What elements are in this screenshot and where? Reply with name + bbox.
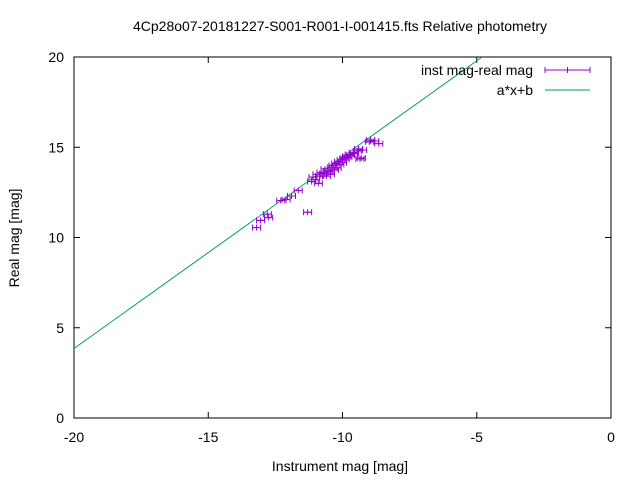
- y-tick-label: 5: [56, 320, 64, 336]
- data-point: [293, 187, 303, 194]
- data-point: [281, 196, 291, 203]
- data-point: [262, 211, 272, 218]
- x-tick-label: 0: [607, 429, 615, 445]
- x-axis-label: Instrument mag [mag]: [272, 458, 408, 474]
- legend-label-fit: a*x+b: [497, 82, 533, 98]
- legend-label-inst-mag: inst mag-real mag: [421, 62, 533, 78]
- x-tick-label: -10: [332, 429, 352, 445]
- data-point: [313, 180, 323, 187]
- data-point: [264, 214, 274, 221]
- data-point: [356, 155, 366, 162]
- data-points-series: [252, 137, 384, 231]
- data-point: [252, 224, 262, 231]
- data-point: [332, 165, 342, 172]
- x-tick-label: -15: [198, 429, 218, 445]
- y-tick-label: 20: [48, 49, 64, 65]
- y-tick-label: 0: [56, 410, 64, 426]
- y-tick-label: 10: [48, 230, 64, 246]
- y-tick-label: 15: [48, 139, 64, 155]
- y-axis-label: Real mag [mag]: [6, 189, 22, 288]
- data-point: [286, 192, 297, 199]
- x-tick-label: -5: [471, 429, 484, 445]
- x-axis-ticks: -20 -15 -10 -5 0: [64, 57, 615, 445]
- data-point: [256, 217, 266, 224]
- plot-area-border: [73, 56, 612, 419]
- data-point: [358, 146, 368, 153]
- x-tick-label: -20: [64, 429, 84, 445]
- data-point: [303, 209, 313, 216]
- data-point: [276, 197, 286, 204]
- data-point: [337, 159, 348, 166]
- data-point: [374, 140, 384, 147]
- fit-line: [74, 57, 483, 349]
- chart-title: 4Cp28o07-20181227-S001-R001-I-001415.fts…: [133, 18, 547, 34]
- fit-line-series: [74, 57, 483, 349]
- legend-sample-inst-mag: [544, 67, 591, 73]
- legend: inst mag-real mag a*x+b: [421, 62, 591, 98]
- y-axis-ticks: 0 5 10 15 20: [48, 49, 611, 426]
